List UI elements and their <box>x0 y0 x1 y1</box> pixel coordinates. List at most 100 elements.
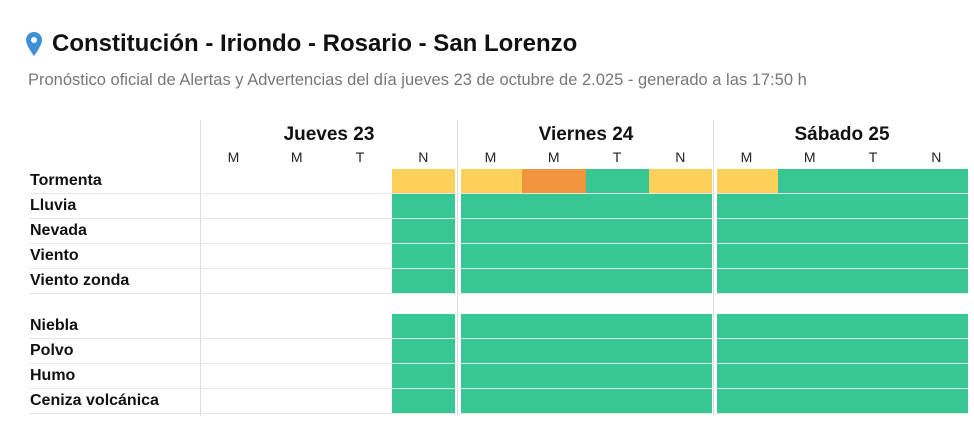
alert-cell-green <box>905 389 968 413</box>
alert-cell-green <box>461 244 522 268</box>
alert-cell-green <box>778 169 842 193</box>
period-label: N <box>418 149 429 165</box>
alert-cell-green <box>461 269 522 293</box>
alert-cell-green <box>778 219 842 243</box>
alert-cell-green <box>522 364 586 388</box>
period-label: T <box>868 149 878 165</box>
alert-cell-green <box>842 219 905 243</box>
alert-cell-green <box>717 194 778 218</box>
alert-cell-green <box>842 194 905 218</box>
alert-cell-green <box>842 314 905 338</box>
period-label: M <box>547 149 560 165</box>
alert-cell-yellow <box>717 169 778 193</box>
alert-cell-green <box>842 364 905 388</box>
alert-cell-green <box>905 314 968 338</box>
row-divider <box>202 363 968 364</box>
alert-cell-green <box>461 339 522 363</box>
alert-cell-green <box>461 364 522 388</box>
alert-cell-green <box>392 244 455 268</box>
alert-cell-green <box>392 339 455 363</box>
alert-cell-yellow <box>649 169 712 193</box>
alert-cell-green <box>717 219 778 243</box>
page-subtitle: Pronóstico oficial de Alertas y Adverten… <box>28 71 807 89</box>
alert-cell-green <box>905 339 968 363</box>
map-pin-icon <box>26 32 42 56</box>
alert-cell-green <box>586 364 649 388</box>
alert-cell-green <box>392 364 455 388</box>
alert-cell-green <box>905 169 968 193</box>
day-separator <box>200 120 201 416</box>
alert-cell-green <box>586 194 649 218</box>
alert-cell-green <box>717 364 778 388</box>
alert-cell-green <box>905 219 968 243</box>
row-divider <box>202 388 968 389</box>
alert-cell-green <box>649 269 712 293</box>
alert-cell-green <box>842 389 905 413</box>
alert-cell-green <box>586 389 649 413</box>
alert-cell-green <box>778 244 842 268</box>
alert-cell-green <box>905 269 968 293</box>
alert-cell-green <box>522 244 586 268</box>
row-divider <box>202 193 968 194</box>
row-divider <box>202 218 968 219</box>
alert-cell-green <box>778 194 842 218</box>
alert-cell-green <box>392 269 455 293</box>
alert-cell-green <box>522 194 586 218</box>
alert-cell-green <box>717 244 778 268</box>
row-divider <box>202 293 968 294</box>
day-header: Jueves 23 <box>283 124 375 145</box>
hazard-label: Humo <box>30 364 200 389</box>
alert-cell-green <box>842 269 905 293</box>
alert-cell-green <box>461 389 522 413</box>
alert-cell-green <box>778 339 842 363</box>
row-divider <box>202 243 968 244</box>
alert-cell-green <box>586 169 649 193</box>
alert-cell-green <box>842 169 905 193</box>
alert-cell-green <box>778 314 842 338</box>
hazard-label: Viento <box>30 244 200 269</box>
alert-cell-green <box>392 314 455 338</box>
period-label: M <box>740 149 753 165</box>
hazard-label: Niebla <box>30 314 200 339</box>
period-label: M <box>803 149 816 165</box>
period-label: M <box>290 149 303 165</box>
period-label: T <box>612 149 622 165</box>
period-label: N <box>931 149 942 165</box>
alert-cell-green <box>461 219 522 243</box>
alert-cell-green <box>649 339 712 363</box>
alert-cell-green <box>522 219 586 243</box>
alert-cell-green <box>778 364 842 388</box>
alert-cell-green <box>586 314 649 338</box>
page-header: Constitución - Iriondo - Rosario - San L… <box>26 30 577 58</box>
alert-cell-green <box>649 364 712 388</box>
alert-cell-green <box>649 314 712 338</box>
alert-cell-yellow <box>392 169 455 193</box>
period-label: M <box>227 149 240 165</box>
hazard-label: Nevada <box>30 219 200 244</box>
alert-cell-green <box>717 269 778 293</box>
alert-cell-green <box>586 244 649 268</box>
alert-cell-yellow <box>461 169 522 193</box>
alert-cell-green <box>717 339 778 363</box>
alert-cell-green <box>461 194 522 218</box>
alert-cell-green <box>905 244 968 268</box>
alert-cell-green <box>392 389 455 413</box>
alert-cell-green <box>586 219 649 243</box>
alert-cell-orange <box>522 169 586 193</box>
alert-cell-green <box>905 194 968 218</box>
alert-cell-green <box>778 389 842 413</box>
alert-cell-green <box>522 389 586 413</box>
alert-cell-green <box>717 389 778 413</box>
alert-cell-green <box>842 244 905 268</box>
period-label: T <box>355 149 365 165</box>
day-header: Viernes 24 <box>538 124 634 145</box>
period-label: N <box>675 149 686 165</box>
alert-cell-green <box>905 364 968 388</box>
alert-cell-green <box>649 389 712 413</box>
row-divider <box>202 338 968 339</box>
day-header: Sábado 25 <box>794 124 890 145</box>
hazard-label: Polvo <box>30 339 200 364</box>
row-divider <box>202 413 968 414</box>
hazard-label: Lluvia <box>30 194 200 219</box>
hazard-label: Viento zonda <box>30 269 200 294</box>
